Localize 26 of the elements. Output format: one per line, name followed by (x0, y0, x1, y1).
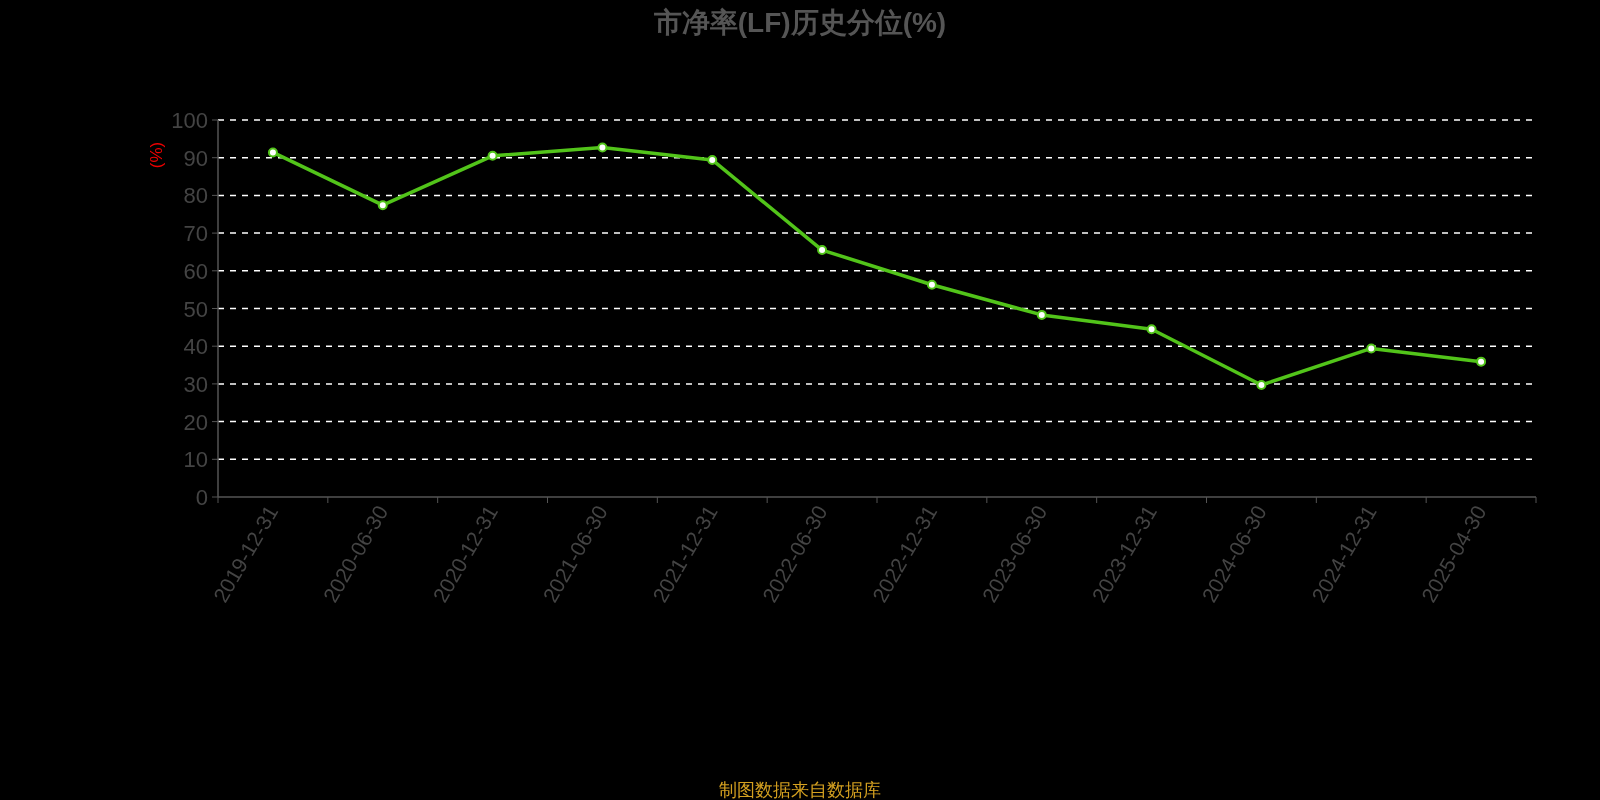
point (1146, 324, 1157, 335)
point (1036, 309, 1047, 320)
y-tick-label: 30 (183, 371, 208, 397)
point (377, 200, 388, 211)
y-tick-label: 0 (195, 485, 208, 510)
text: 制图数据来自数据库 (719, 780, 881, 800)
y-axis-title: (%) (147, 141, 166, 169)
point (487, 150, 498, 161)
y-tick-label: 60 (183, 258, 208, 284)
point (1256, 380, 1267, 391)
point (1366, 343, 1377, 354)
point (597, 142, 608, 153)
y-tick-label: 70 (183, 221, 208, 247)
y-tick-label: 10 (183, 447, 208, 473)
point (267, 147, 278, 158)
y-tick-label: 50 (183, 296, 208, 322)
y-tick-label: 80 (183, 183, 208, 209)
chart-title: 市净率(LF)历史分位(%) (652, 7, 947, 38)
point (926, 279, 937, 290)
point (707, 154, 718, 165)
y-tick-label: 40 (183, 334, 208, 360)
point (817, 245, 828, 256)
y-tick-label: 20 (183, 409, 208, 435)
y-tick-label: 90 (183, 145, 208, 171)
point (1476, 356, 1487, 367)
y-tick-label: 100 (171, 108, 208, 133)
